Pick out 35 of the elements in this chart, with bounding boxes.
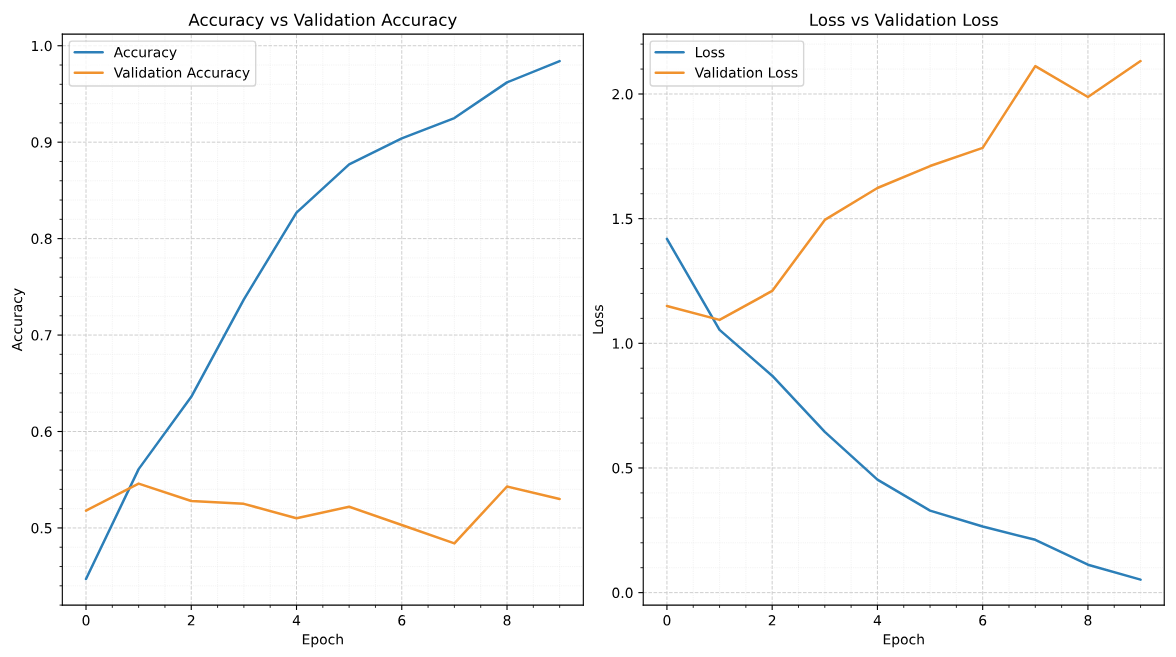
legend-label: Loss — [695, 47, 725, 58]
legend-label: Validation Loss — [694, 67, 798, 78]
x-tick-label: 2 — [768, 615, 776, 626]
y-tick-label: 0.9 — [31, 137, 52, 148]
x-tick-label: 6 — [979, 615, 987, 626]
x-tick-label: 0 — [82, 615, 90, 626]
x-axis-title: Epoch — [302, 633, 343, 648]
y-axis-title: Accuracy — [11, 288, 25, 352]
line-series — [84, 482, 561, 545]
y-tick-label: 1.0 — [612, 338, 633, 349]
line-series — [665, 59, 1142, 322]
y-tick-label: 0.5 — [31, 522, 52, 534]
x-tick-label: 4 — [873, 615, 882, 626]
y-tick-label: 2.0 — [612, 88, 633, 100]
x-tick-label: 6 — [398, 615, 406, 626]
y-tick-label: 0.0 — [612, 587, 633, 599]
x-tick-label: 4 — [292, 615, 301, 626]
y-axis-title: Loss — [592, 305, 604, 334]
y-tick-label: 0.6 — [31, 426, 52, 437]
y-tick-label: 0.5 — [612, 462, 633, 474]
chart-title: Accuracy vs Validation Accuracy — [188, 13, 457, 30]
y-tick-label: 1.5 — [612, 213, 633, 225]
line-series — [84, 59, 561, 581]
x-tick-label: 0 — [663, 615, 671, 626]
x-tick-label: 8 — [1084, 615, 1092, 626]
legend-label: Validation Accuracy — [113, 67, 250, 81]
line-series — [665, 237, 1142, 581]
legend-label: Accuracy — [113, 47, 177, 61]
x-tick-label: 2 — [187, 615, 195, 626]
x-tick-label: 8 — [503, 615, 511, 626]
y-tick-label: 0.7 — [31, 330, 52, 341]
chart-title: Loss vs Validation Loss — [810, 13, 998, 27]
x-axis-title: Epoch — [883, 633, 924, 648]
y-tick-label: 0.8 — [31, 233, 52, 245]
y-tick-label: 1.0 — [32, 40, 52, 52]
